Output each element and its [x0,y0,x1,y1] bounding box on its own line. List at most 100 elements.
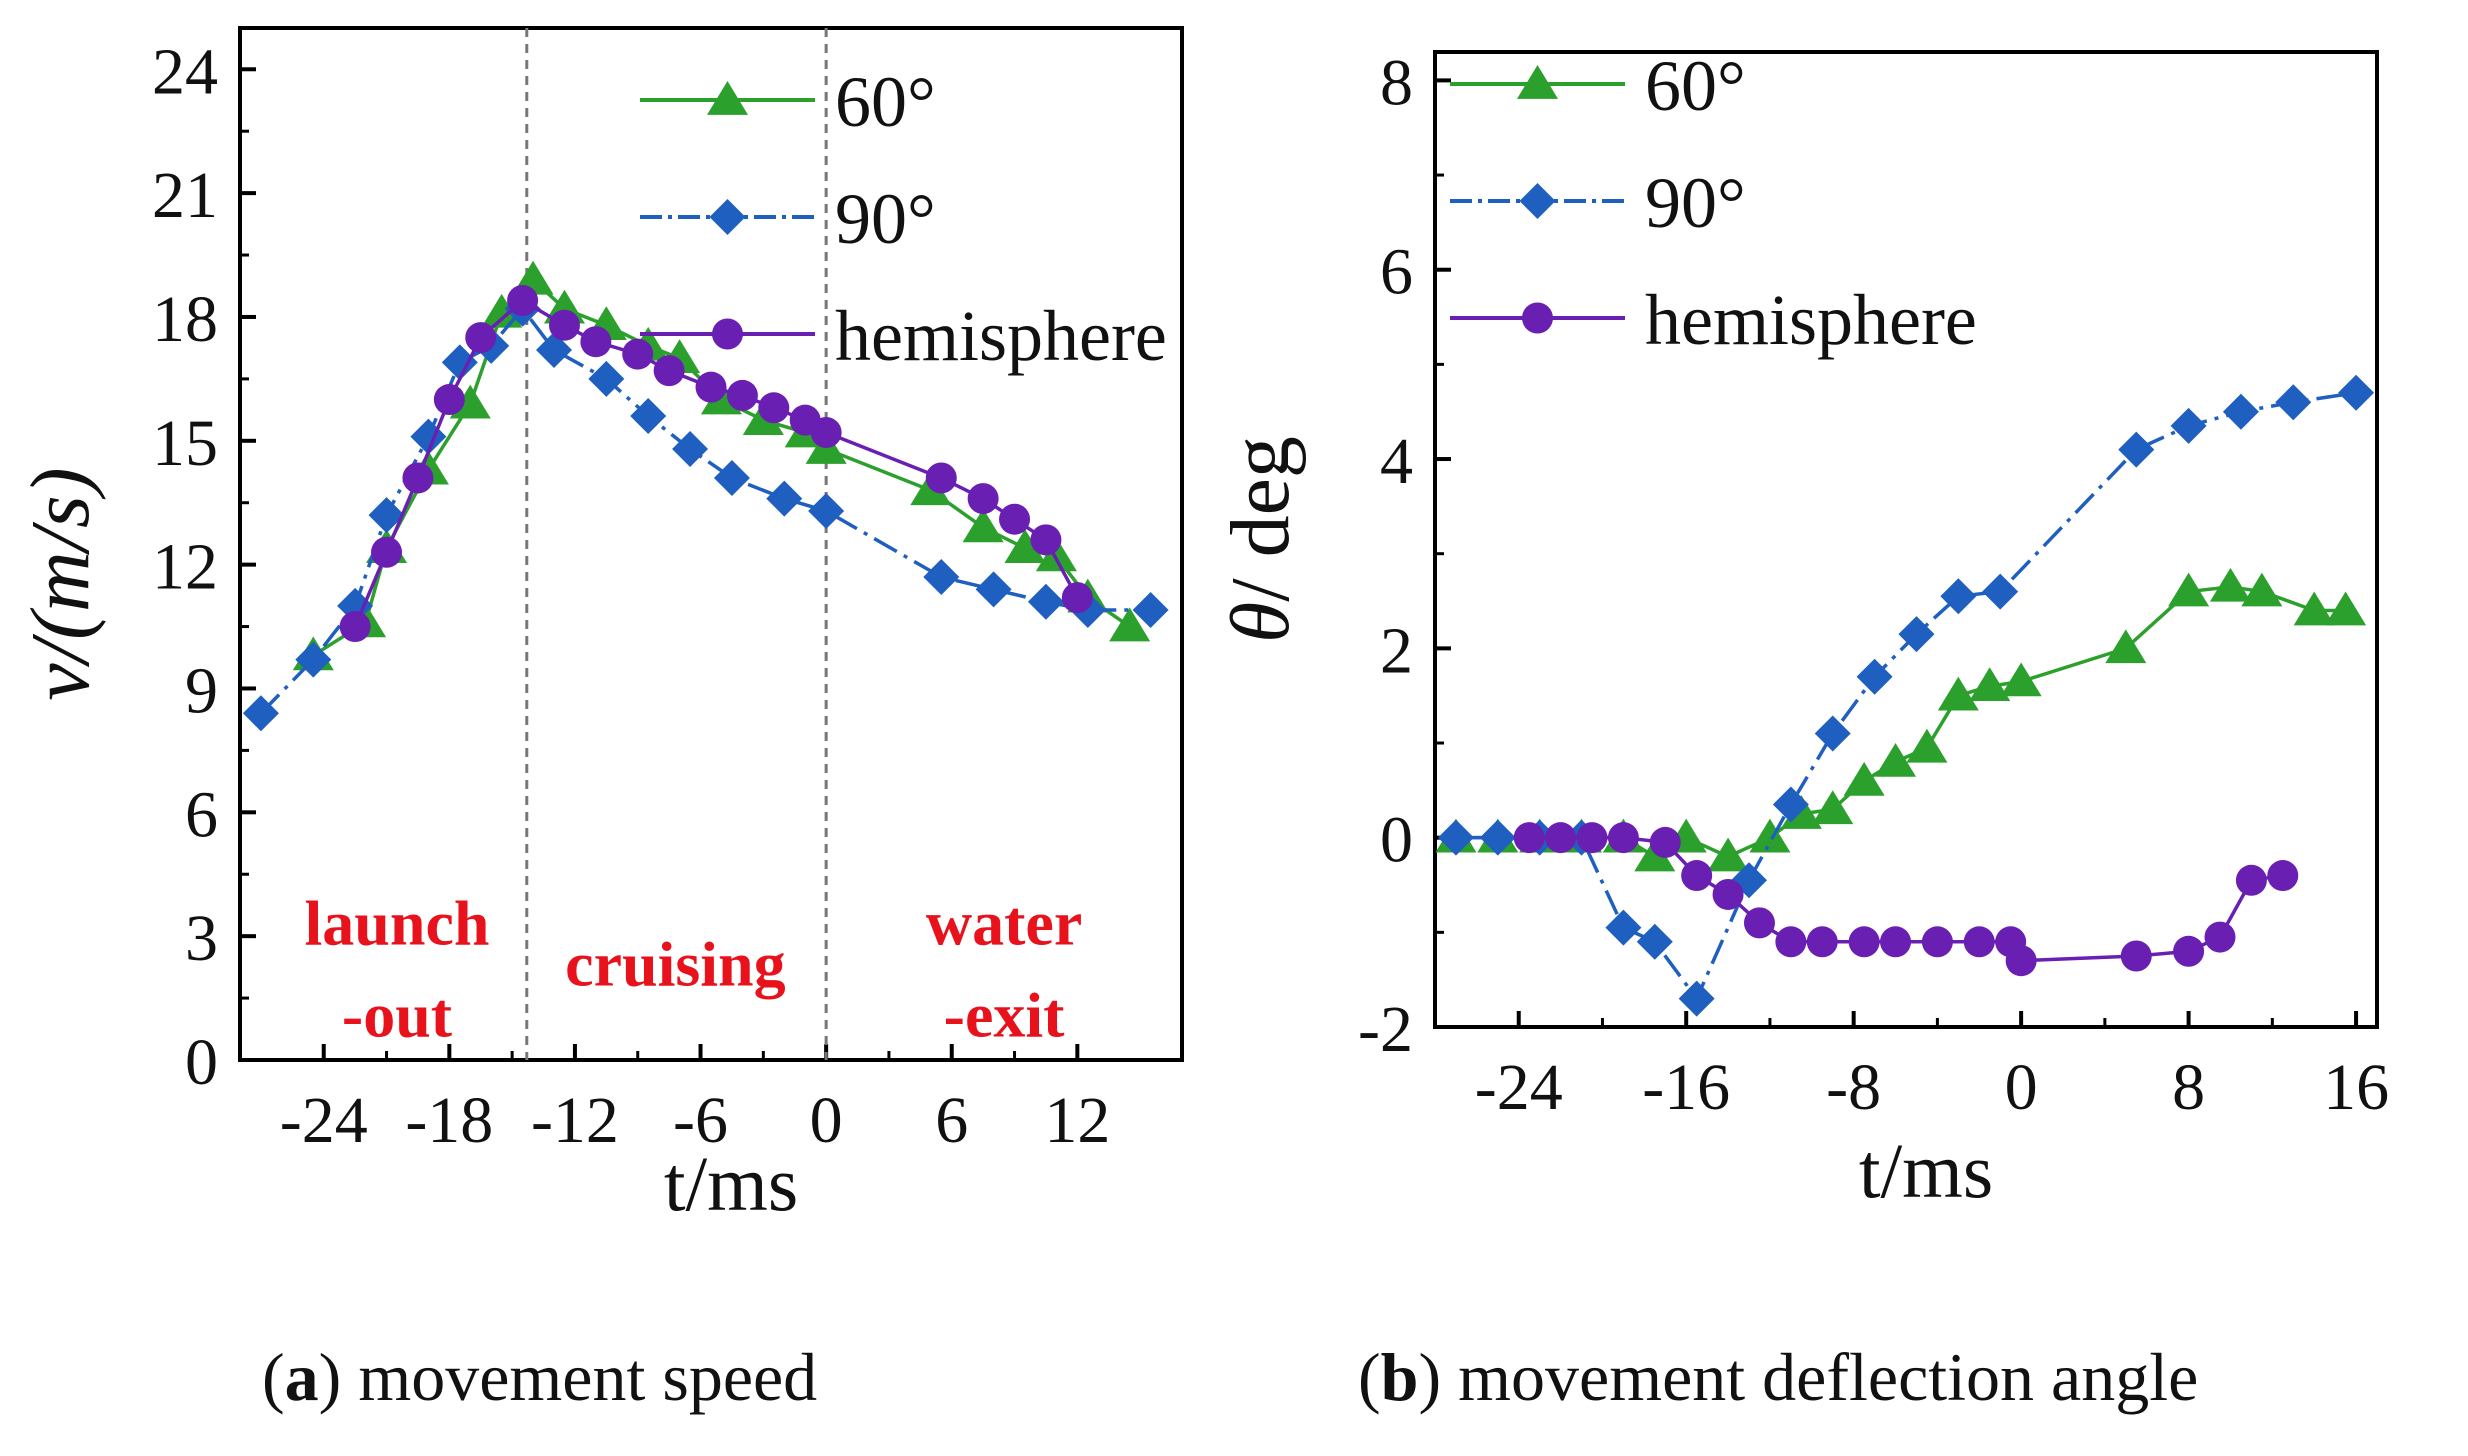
data-point-a [1004,529,1046,563]
data-point-a [588,360,625,397]
x-tick-label-a: 12 [1044,1084,1110,1157]
y-tick-label-a: 9 [185,654,218,727]
data-point-a [808,492,845,529]
y-axis-label-b: θ/ deg [1214,436,1307,643]
data-point-b [2105,629,2147,664]
data-point-b [1479,819,1516,856]
legend-label-b: hemisphere [1645,280,1977,360]
data-point-a [441,344,478,381]
data-point-b [1921,926,1953,958]
y-tick-label-b: 6 [1380,236,1413,309]
x-tick-label-a: 6 [935,1084,968,1157]
annotation-a: water [926,887,1082,958]
data-point-b [1843,761,1885,796]
data-point-a [925,462,957,494]
data-point-a [548,309,580,341]
data-point-b [2338,374,2375,411]
data-point-b [1712,878,1744,910]
data-point-b [1634,837,1676,872]
data-point-b [1812,790,1854,825]
data-point-b [1814,715,1851,752]
legend-label-b: 60° [1645,46,1746,126]
data-point-a [1132,592,1169,629]
data-point-b [2209,567,2251,602]
data-point-b [2170,407,2207,444]
legend-a: 60° 90° hemisphere [640,62,1167,376]
legend-marker-a [706,81,749,115]
series-line-b [1455,585,2346,859]
caption-b: (b) movement deflection angle [1358,1339,2199,1415]
data-point-a [1027,583,1064,620]
data-point-a [536,331,572,368]
series-b-1 [1437,374,2375,1017]
y-axis-unit: / deg [1214,436,1307,602]
chart-b: -2 0 2 4 6 8 -24 -16 -8 0 8 16 t/ms θ/ deg 60° 90° hemis… [1214,46,2389,1214]
y-tick-label-a: 3 [185,902,218,975]
legend-b: 60° 90° hemisphere [1450,46,1977,360]
legend-label-b: 90° [1645,163,1746,243]
legend-marker-a [709,199,746,235]
data-point-b [1576,822,1608,854]
data-point-a [810,417,842,449]
x-tick-label-b: 8 [2172,1051,2205,1124]
data-point-a [1061,582,1093,614]
data-point-b [1743,907,1775,939]
data-point-b [2000,662,2042,697]
data-point-a [580,326,612,358]
data-point-a [695,371,727,403]
data-point-b [2120,940,2152,972]
data-point-b [1856,658,1893,695]
data-point-b [1681,860,1713,892]
series-b-2 [1513,822,2299,977]
legend-label-a: hemisphere [835,296,1167,376]
x-tick-label-a: -24 [280,1084,368,1157]
data-point-a [672,431,709,468]
data-point-a [465,322,497,354]
data-point-a [1109,607,1151,642]
data-point-b [2005,945,2037,977]
x-tick-label-b: -16 [1642,1051,1730,1124]
data-point-b [1678,980,1715,1017]
data-point-b [2235,864,2267,896]
data-point-b [1880,926,1912,958]
caption-a-text: movement speed [358,1339,818,1415]
caption-a-letter: a [284,1339,319,1415]
data-point-a [967,483,999,515]
data-point-b [1937,676,1979,711]
data-point-b [2118,431,2155,468]
y-tick-label-a: 6 [185,778,218,851]
plot-frame-a [238,26,1184,1062]
data-point-b [2325,591,2367,626]
y-axis-label-a: v/(m/s) [14,467,107,700]
annotation-a: launch [305,887,490,958]
data-point-a [1030,524,1062,556]
series-line-a [259,306,1151,715]
data-point-b [1545,822,1577,854]
series-a-2 [339,284,1093,643]
data-point-b [2204,921,2236,953]
data-point-b [1963,926,1995,958]
x-axis-label-b: t/ms [1859,1127,1993,1214]
caption-b-text: movement deflection angle [1458,1339,2199,1415]
data-point-b [1775,926,1807,958]
data-point-b [1848,926,1880,958]
y-tick-label-a: 24 [152,35,218,108]
annotation-a: cruising [565,929,785,1000]
data-point-b [1707,837,1749,872]
series-line-b [1455,391,2357,1001]
data-point-a [371,536,403,568]
data-point-b [2293,591,2335,626]
y-tick-label-b: -2 [1358,993,1413,1066]
data-point-a [713,459,750,496]
data-point-a [402,462,434,494]
x-tick-label-a: -6 [673,1084,728,1157]
data-point-b [1875,742,1917,777]
x-tick-label-b: -24 [1475,1051,1563,1124]
data-point-a [766,480,803,517]
x-tick-label-b: 16 [2323,1051,2389,1124]
data-point-a [507,284,539,316]
data-point-a [758,392,790,424]
data-point-b [1969,667,2011,702]
legend-label-a: 90° [835,179,936,259]
data-point-b [1607,822,1639,854]
